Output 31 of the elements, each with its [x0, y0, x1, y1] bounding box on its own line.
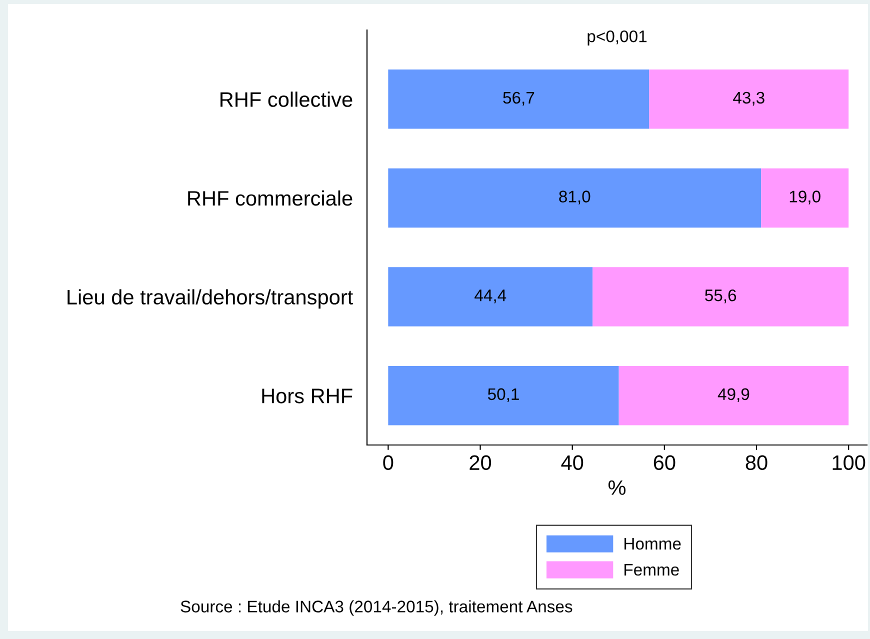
- x-tick-label: 40: [561, 455, 584, 470]
- legend-label: Homme: [624, 538, 681, 550]
- data-label: 50,1: [488, 388, 519, 402]
- bar: [388, 267, 593, 326]
- source-note: Source : Etude INCA3 (2014-2015), traitement Anses: [180, 600, 572, 616]
- y-tick-label: Hors RHF: [262, 388, 352, 404]
- x-tick-label: 0: [383, 455, 394, 470]
- y-tick-label: RHF collective: [220, 92, 352, 107]
- x-tick-label: 100: [832, 455, 866, 470]
- x-tick-label: 80: [746, 455, 768, 470]
- data-label: 19,0: [790, 190, 820, 204]
- data-label: 55,6: [705, 289, 736, 304]
- data-label: 44,4: [474, 290, 506, 304]
- x-axis-title: %: [608, 480, 626, 495]
- x-tick-label: 60: [654, 455, 676, 470]
- bar: [761, 168, 849, 228]
- annotation: p<0,001: [588, 30, 647, 46]
- bar: [388, 70, 650, 129]
- data-label: 49,9: [718, 388, 750, 402]
- data-label: 81,0: [559, 190, 590, 204]
- bar: [388, 168, 762, 228]
- x-tick-label: 20: [470, 455, 492, 470]
- legend-label: Femme: [624, 564, 679, 576]
- data-label: 56,7: [503, 92, 534, 106]
- y-tick-label: RHF commerciale: [188, 190, 352, 206]
- y-tick-label: Lieu de travail/dehors/transport: [68, 289, 353, 309]
- data-label: 43,3: [733, 92, 764, 106]
- bar: [388, 366, 619, 426]
- bar: [649, 70, 849, 129]
- bar: [618, 366, 849, 426]
- bar: [592, 267, 849, 326]
